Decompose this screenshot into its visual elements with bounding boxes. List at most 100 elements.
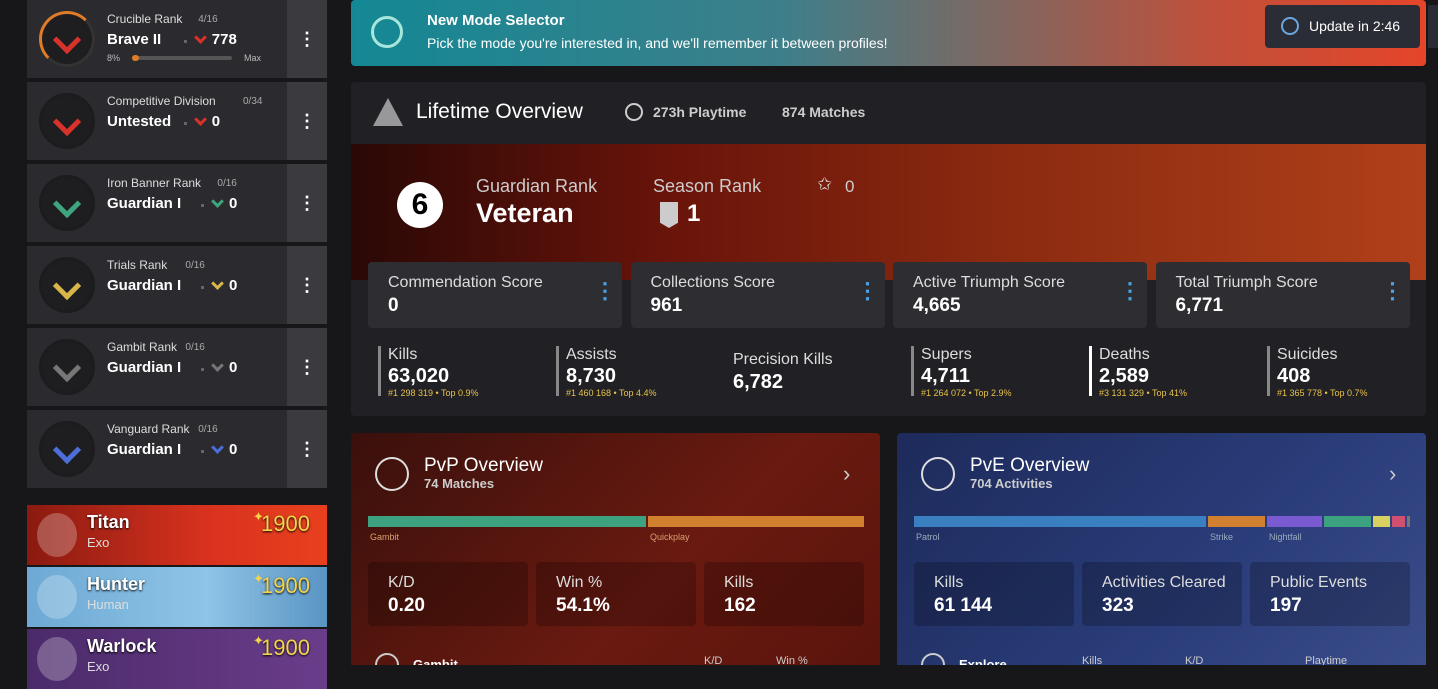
stat-rank: #1 298 319 • Top 0.9% — [388, 388, 479, 398]
rank-progress: 0/34 — [243, 96, 263, 107]
score-menu[interactable]: ⋮ — [594, 278, 616, 303]
rank-name: Gambit Rank — [107, 340, 178, 354]
stat-bar — [378, 346, 381, 396]
stat-label: Activities Cleared — [1102, 574, 1226, 591]
rank-card[interactable]: Crucible Rank 4/16 Brave II 778 8% Max — [27, 0, 287, 78]
rank-card[interactable]: Competitive Division 0/34 Untested 0 — [27, 82, 287, 160]
rank-menu[interactable]: ⋮ — [287, 0, 327, 78]
bar-track — [132, 56, 232, 60]
rank-card[interactable]: Trials Rank 0/16 Guardian I 0 — [27, 246, 287, 324]
stat-value: 408 — [1277, 365, 1311, 387]
rank-title: Guardian I — [107, 195, 182, 212]
score-label: Total Triumph Score — [1175, 274, 1318, 291]
open-arrow[interactable]: › — [843, 461, 851, 486]
app: Crucible Rank 4/16 Brave II 778 8% Max ⋮ Compet… — [27, 0, 1438, 689]
update-button[interactable]: Update in 2:46 — [1265, 5, 1420, 48]
season-rank-label: Season Rank — [653, 176, 762, 196]
rank-icon — [39, 175, 95, 231]
score-value: 0 — [388, 295, 399, 316]
character-race: Human — [87, 597, 129, 612]
stat-label: Suicides — [1277, 346, 1338, 363]
score-menu[interactable]: ⋮ — [1119, 278, 1141, 303]
rank-points: 0 — [229, 195, 238, 212]
character-card[interactable]: Hunter Human ✦ 1900 — [27, 567, 327, 627]
bar-end: Max — [244, 53, 262, 63]
rank-card[interactable]: Gambit Rank 0/16 Guardian I 0 — [27, 328, 287, 406]
stat-value: 162 — [724, 595, 756, 616]
rank-points: 778 — [211, 31, 237, 48]
rank-menu[interactable]: ⋮ — [287, 164, 327, 242]
stat-value: 323 — [1102, 595, 1134, 616]
stat-rank: #3 131 329 • Top 41% — [1099, 388, 1188, 398]
rank-dot — [201, 450, 204, 453]
character-card[interactable]: Titan Exo ✦ 1900 — [27, 505, 327, 565]
score-menu[interactable]: ⋮ — [1381, 278, 1404, 303]
score-card: Total Triumph Score 6,771 ⋮ — [1155, 262, 1410, 328]
stat-value: 54.1% — [556, 595, 610, 616]
stat-label: Kills — [934, 574, 964, 591]
rank-dot — [201, 368, 204, 371]
update-icon — [1281, 17, 1299, 35]
stars: 0 — [845, 177, 855, 196]
score-label: Commendation Score — [388, 274, 543, 291]
score-value: 6,771 — [1175, 295, 1224, 316]
score-label: Collections Score — [650, 274, 776, 291]
rank-card[interactable]: Vanguard Rank 0/16 Guardian I 0 — [27, 410, 287, 488]
rank-points: 0 — [229, 277, 238, 294]
stat-label: K/D — [388, 574, 415, 591]
rank-menu[interactable]: ⋮ — [287, 328, 327, 406]
rank-title: Brave II — [107, 31, 162, 48]
stat-card: K/D 0.20 — [368, 562, 528, 626]
hero — [351, 144, 1426, 280]
mode-segment — [368, 516, 646, 527]
score-menu[interactable]: ⋮ — [856, 278, 879, 303]
row-name: Gambit — [413, 657, 458, 665]
rank-progress: 0/16 — [217, 178, 237, 189]
character-race: Exo — [87, 535, 110, 550]
pve-panel: PvE Overview 704 Activities › Patrol Strike N… — [897, 433, 1426, 665]
rank-chevron-small — [211, 277, 224, 290]
open-arrow[interactable]: › — [1389, 461, 1397, 486]
rank-chevron-small — [193, 31, 207, 44]
score-value: 961 — [650, 295, 683, 316]
rank-chevron — [52, 25, 82, 55]
rank-chevron — [52, 435, 82, 465]
stat-rank: #1 365 778 • Top 0.7% — [1277, 388, 1368, 398]
stat-card: Kills 162 — [704, 562, 864, 626]
light-icon: ✦ — [253, 509, 264, 524]
rank-points: 0 — [229, 441, 238, 458]
rank-progress: 0/16 — [198, 424, 218, 435]
rank-menu[interactable]: ⋮ — [287, 82, 327, 160]
character-emblem — [37, 637, 77, 681]
character-class: Hunter — [87, 574, 145, 594]
rank-menu[interactable]: ⋮ — [287, 410, 327, 488]
character-emblem — [37, 513, 77, 557]
character-race: Exo — [87, 659, 110, 674]
row-icon — [921, 653, 945, 665]
stat-label: Kills — [724, 574, 754, 591]
stat-value: 63,020 — [388, 365, 450, 387]
character-light: 1900 — [261, 635, 310, 660]
stat-rank: #1 264 072 • Top 2.9% — [921, 388, 1012, 398]
column-header: Win % — [776, 655, 808, 665]
rank-card[interactable]: Iron Banner Rank 0/16 Guardian I 0 — [27, 164, 287, 242]
stat-label: Precision Kills — [733, 351, 833, 368]
pvp-panel: PvP Overview 74 Matches › Gambit Quickplay K/… — [351, 433, 880, 665]
score-label: Active Triumph Score — [913, 274, 1066, 291]
rank-chevron-small — [211, 441, 224, 454]
score-card: Active Triumph Score 4,665 ⋮ — [893, 262, 1147, 328]
rank-menu[interactable]: ⋮ — [287, 246, 327, 324]
column-header: Playtime — [1305, 655, 1348, 665]
character-class: Warlock — [87, 636, 157, 656]
pve-subtitle: 704 Activities — [970, 476, 1053, 491]
character-card[interactable]: Warlock Exo ✦ 1900 — [27, 629, 327, 689]
stat-bar — [911, 346, 914, 396]
stat-card: Win % 54.1% — [536, 562, 696, 626]
rank-title: Guardian I — [107, 277, 182, 294]
stat-value: 8,730 — [566, 365, 617, 387]
rank-title: Guardian I — [107, 441, 182, 458]
rank-dot — [183, 122, 187, 125]
clock-icon — [625, 103, 643, 121]
rank-name: Vanguard Rank — [107, 422, 190, 436]
rank-progress: 4/16 — [198, 14, 218, 25]
